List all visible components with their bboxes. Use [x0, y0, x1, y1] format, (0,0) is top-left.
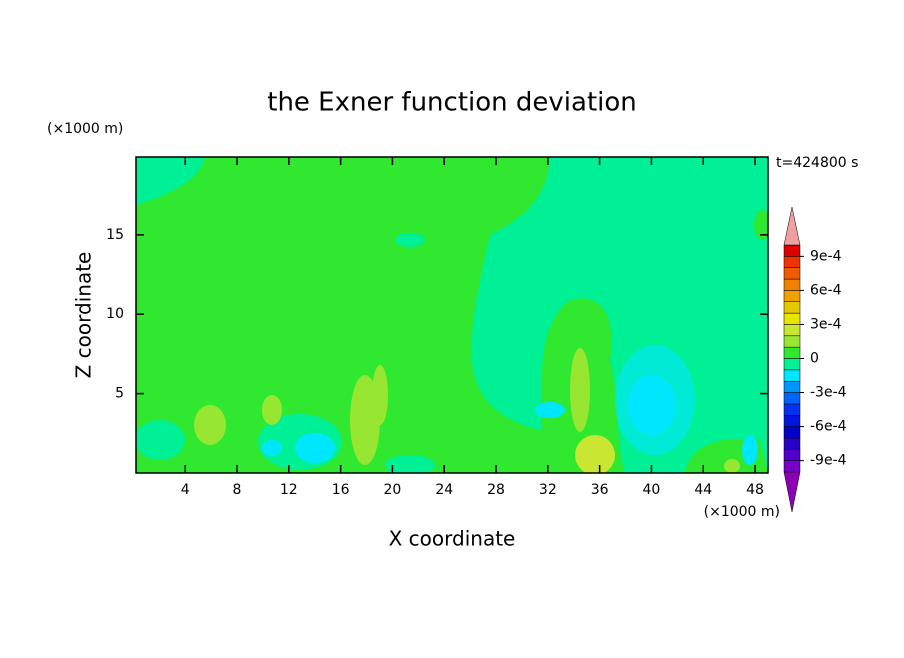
colorbar-box [783, 369, 801, 382]
colorbar-box [783, 358, 801, 371]
y-tick-label: 10 [106, 306, 124, 322]
colorbar-box [783, 449, 801, 461]
colorbar-box [783, 426, 801, 439]
colorbar-tick-label: -3e-4 [810, 385, 847, 401]
colorbar-over [783, 206, 801, 246]
x-tick-label: 4 [181, 482, 190, 498]
colorbar-tick-label: -6e-4 [810, 419, 847, 435]
x-tick-label: 40 [643, 482, 661, 498]
colorbar-tick-label: 6e-4 [810, 282, 842, 298]
x-tick-label: 48 [746, 482, 764, 498]
colorbar-box [783, 392, 801, 405]
y-tick-label: 15 [106, 227, 124, 243]
colorbar-box [783, 335, 801, 348]
colorbar-tick-label: -9e-4 [810, 453, 847, 469]
plot-frame [135, 156, 769, 474]
x-tick-label: 16 [332, 482, 350, 498]
x-tick-label: 28 [487, 482, 505, 498]
chart-title: the Exner function deviation [267, 88, 637, 118]
x-tick-label: 32 [539, 482, 557, 498]
colorbar-box [783, 312, 801, 325]
y-unit: (×1000 m) [47, 121, 123, 137]
colorbar-under [783, 471, 801, 513]
colorbar-box [783, 244, 801, 257]
colorbar-box [783, 437, 801, 450]
colorbar-box [783, 301, 801, 314]
x-tick-label: 36 [591, 482, 609, 498]
colorbar-box [783, 324, 801, 337]
colorbar-box [783, 267, 801, 280]
colorbar-box [783, 278, 801, 291]
x-unit: (×1000 m) [704, 504, 780, 520]
colorbar-box [783, 290, 801, 302]
colorbar-box [783, 346, 801, 359]
colorbar-box [783, 460, 801, 473]
x-axis-label: X coordinate [389, 527, 516, 551]
x-tick-label: 20 [384, 482, 402, 498]
colorbar-tick-label: 0 [810, 351, 819, 367]
x-tick-label: 12 [280, 482, 298, 498]
colorbar-box [783, 380, 801, 393]
contour-field [136, 157, 768, 473]
colorbar-box [783, 403, 801, 416]
x-tick-label: 44 [694, 482, 712, 498]
y-tick-label: 5 [115, 386, 124, 402]
x-tick-label: 24 [435, 482, 453, 498]
x-tick-label: 8 [233, 482, 242, 498]
colorbar-tick-label: 3e-4 [810, 316, 842, 332]
y-axis-label: Z coordinate [72, 252, 96, 379]
annotation: t=424800 s [776, 155, 858, 171]
colorbar-box [783, 256, 801, 268]
colorbar-box [783, 415, 801, 427]
colorbar-tick-label: 9e-4 [810, 248, 842, 264]
